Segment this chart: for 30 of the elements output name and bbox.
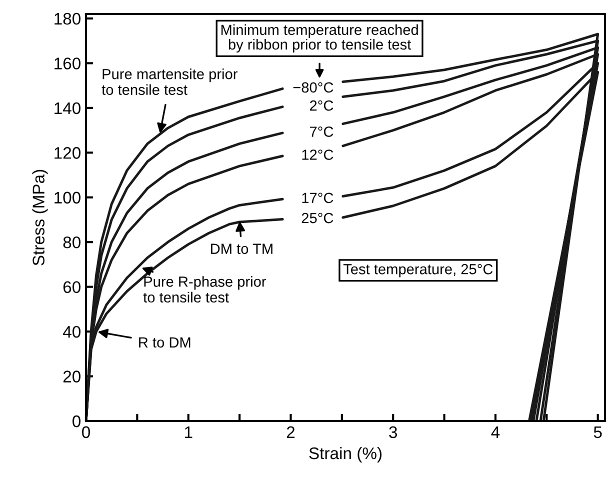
y-tick-label: 160 — [54, 58, 80, 70]
x-tick-label: 2 — [286, 426, 295, 438]
series-label: 7°C — [310, 126, 334, 137]
series-label: 12°C — [302, 150, 334, 160]
annotation: Pure R-phase prior to tensile test — [143, 276, 266, 303]
annotation: R to DM — [139, 337, 190, 348]
x-axis-title: Strain (%) — [309, 446, 382, 462]
x-tick-label: 5 — [594, 426, 602, 438]
y-tick-label: 60 — [63, 281, 80, 294]
series-label: 25°C — [302, 212, 334, 224]
y-tick-label: 40 — [62, 326, 80, 338]
x-tick-label: 4 — [491, 426, 500, 438]
x-tick-label: 3 — [389, 426, 398, 438]
series-label: −80°C — [293, 82, 334, 93]
y-tick-label: 0 — [72, 415, 80, 428]
y-tick-label: 180 — [54, 12, 80, 25]
annotation: Pure martensite prior to tensile test — [102, 68, 238, 95]
annotation: Test temperature, 25°C — [343, 264, 493, 278]
y-tick-label: 100 — [54, 192, 80, 204]
series-label: 2°C — [310, 100, 334, 111]
y-tick-label: 20 — [63, 370, 80, 382]
x-tick-label: 1 — [185, 426, 192, 438]
series-label: 17°C — [302, 192, 334, 204]
x-tick-label: 0 — [82, 426, 90, 438]
y-tick-label: 120 — [54, 147, 80, 159]
y-tick-label: 140 — [54, 102, 80, 114]
y-tick-label: 80 — [63, 236, 80, 248]
y-axis-title: Stress (MPa) — [32, 170, 48, 266]
annotation: DM to TM — [211, 244, 272, 254]
annotation: Minimum temperature reached by ribbon prior to tensile test — [221, 24, 418, 53]
